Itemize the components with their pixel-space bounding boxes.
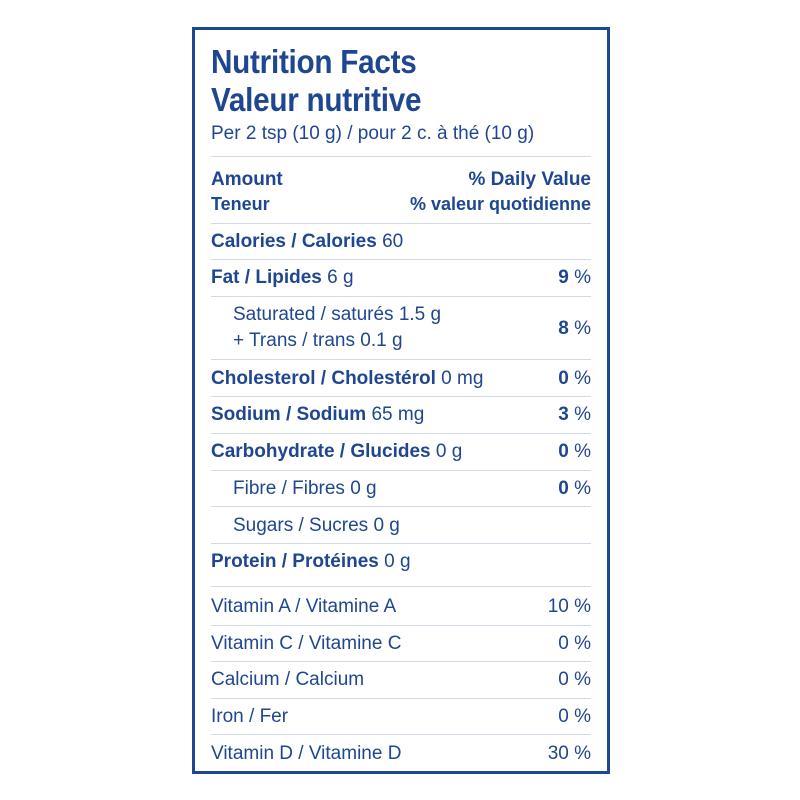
vitamin-d-label: Vitamin D / Vitamine D — [211, 743, 402, 764]
sugars-label: Sugars / Sucres 0 g — [233, 515, 400, 536]
fat-amount: 6 g — [327, 267, 354, 288]
vitamin-a-value: 10 % — [547, 596, 591, 617]
amount-header-fr: Teneur — [211, 194, 270, 214]
iron-row: Iron / Fer 0 % — [211, 705, 591, 731]
iron-value: 0 % — [558, 706, 591, 727]
carbohydrate-amount: 0 g — [435, 441, 463, 462]
divider — [211, 223, 591, 224]
nutrition-facts-label: Nutrition Facts Valeur nutritive Per 2 t… — [192, 27, 610, 774]
sugars-row: Sugars / Sucres 0 g — [211, 514, 591, 540]
daily-value-header: % Daily Value — [468, 169, 591, 190]
carbohydrate-label: Carbohydrate / Glucides — [211, 441, 431, 462]
vitamin-a-label: Vitamin A / Vitamine A — [211, 596, 397, 617]
cholesterol-row: Cholesterol / Cholestérol 0 mg 0 % — [211, 367, 591, 393]
fat-daily-value: 9 — [558, 267, 569, 288]
sodium-row: Sodium / Sodium 65 mg 3 % — [211, 403, 591, 429]
fibre-daily-value: 0 — [558, 478, 569, 499]
fat-percent-sign: % — [574, 267, 591, 288]
serving-size: Per 2 tsp (10 g) / pour 2 c. à thé (10 g… — [211, 123, 535, 144]
carbohydrate-percent-sign: % — [574, 441, 591, 462]
divider — [211, 698, 591, 699]
daily-value-header-fr: % valeur quotidienne — [409, 194, 591, 214]
vitamin-c-label: Vitamin C / Vitamine C — [211, 633, 402, 654]
amount-header: Amount — [211, 169, 283, 190]
saturated-line: Saturated / saturés 1.5 g — [233, 304, 442, 325]
title-french: Valeur nutritive — [211, 81, 422, 118]
calories-row: Calories / Calories 60 — [211, 230, 591, 256]
divider — [211, 661, 591, 662]
fibre-row: Fibre / Fibres 0 g 0 % — [211, 477, 591, 503]
saturated-percent-sign: % — [574, 318, 591, 339]
vitamin-d-value: 30 % — [547, 743, 591, 764]
calcium-value: 0 % — [558, 669, 591, 690]
divider — [211, 625, 591, 626]
divider — [211, 259, 591, 260]
cholesterol-percent-sign: % — [574, 368, 591, 389]
vitamin-c-row: Vitamin C / Vitamine C 0 % — [211, 632, 591, 658]
saturated-daily-value: 8 — [558, 318, 569, 339]
fibre-percent-sign: % — [574, 478, 591, 499]
protein-label: Protein / Protéines — [211, 551, 379, 572]
divider — [211, 470, 591, 471]
divider — [211, 156, 591, 157]
fat-row: Fat / Lipides 6 g 9 % — [211, 266, 591, 292]
sodium-label: Sodium / Sodium — [211, 404, 367, 425]
divider — [211, 734, 591, 735]
divider — [211, 586, 591, 587]
vitamin-d-row: Vitamin D / Vitamine D 30 % — [211, 742, 591, 768]
divider — [211, 359, 591, 360]
carbohydrate-row: Carbohydrate / Glucides 0 g 0 % — [211, 440, 591, 466]
sodium-amount: 65 mg — [371, 404, 425, 425]
fat-label: Fat / Lipides — [211, 267, 322, 288]
carbohydrate-daily-value: 0 — [558, 441, 569, 462]
protein-row: Protein / Protéines 0 g — [211, 550, 591, 576]
vitamin-c-value: 0 % — [558, 633, 591, 654]
fibre-label: Fibre / Fibres 0 g — [233, 478, 377, 499]
saturated-trans-row: Saturated / saturés 1.5 g + Trans / tran… — [211, 303, 591, 355]
cholesterol-daily-value: 0 — [558, 368, 569, 389]
calcium-label: Calcium / Calcium — [211, 669, 365, 690]
divider — [211, 296, 591, 297]
calories-label: Calories / Calories — [211, 231, 377, 252]
sodium-percent-sign: % — [574, 404, 591, 425]
divider — [211, 396, 591, 397]
protein-amount: 0 g — [384, 551, 411, 572]
cholesterol-label: Cholesterol / Cholestérol — [211, 368, 436, 389]
divider — [211, 506, 591, 507]
iron-label: Iron / Fer — [211, 706, 289, 727]
divider — [211, 433, 591, 434]
title-english: Nutrition Facts — [211, 43, 417, 80]
vitamin-a-row: Vitamin A / Vitamine A 10 % — [211, 595, 591, 621]
trans-line: + Trans / trans 0.1 g — [233, 330, 403, 351]
calcium-row: Calcium / Calcium 0 % — [211, 668, 591, 694]
sodium-daily-value: 3 — [558, 404, 569, 425]
cholesterol-amount: 0 mg — [441, 368, 484, 389]
divider — [211, 543, 591, 544]
calories-value: 60 — [382, 231, 404, 252]
